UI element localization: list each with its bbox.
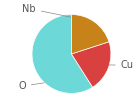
Wedge shape [71,14,109,54]
Text: Nb: Nb [22,4,71,17]
Text: O: O [18,81,44,91]
Text: Cu: Cu [109,60,134,70]
Wedge shape [71,42,111,87]
Wedge shape [32,14,93,93]
